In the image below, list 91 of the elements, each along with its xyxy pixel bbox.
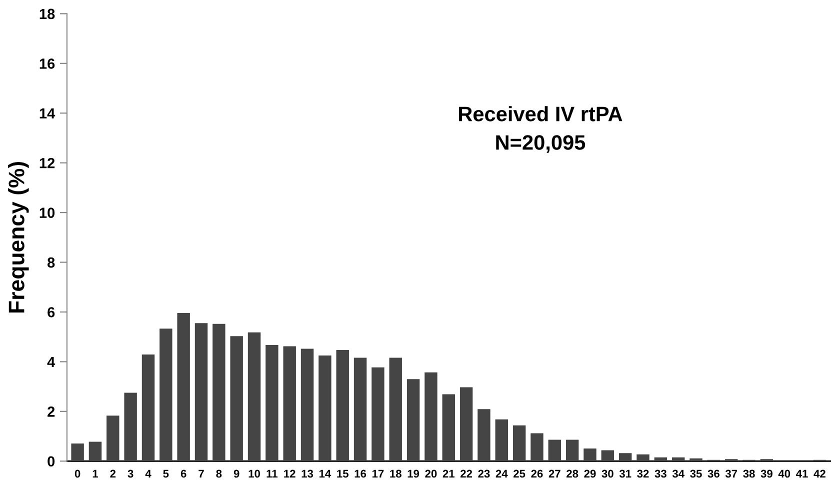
bar bbox=[406, 379, 420, 462]
bar bbox=[548, 440, 562, 462]
y-tick-label: 10 bbox=[40, 208, 55, 218]
x-tick-label: 12 bbox=[284, 470, 296, 478]
bar bbox=[160, 328, 172, 462]
bar bbox=[512, 425, 526, 462]
bar bbox=[106, 416, 120, 462]
bar bbox=[177, 312, 190, 462]
y-tick-label: 18 bbox=[40, 8, 55, 20]
bar bbox=[336, 350, 349, 462]
annotation: Received IV rtPA N=20,095 bbox=[459, 106, 622, 153]
x-tick-label: 25 bbox=[514, 470, 526, 478]
bar bbox=[601, 450, 614, 462]
bar bbox=[300, 348, 314, 462]
x-tick-label: 17 bbox=[372, 470, 384, 478]
x-tick-label: 34 bbox=[672, 470, 684, 478]
x-tick-label: 22 bbox=[460, 470, 472, 478]
x-tick-label: 30 bbox=[602, 470, 614, 478]
y-tick-label: 2 bbox=[48, 406, 55, 417]
x-tick-label: 26 bbox=[531, 470, 543, 478]
x-tick-label: 6 bbox=[180, 470, 186, 478]
x-tick-label: 4 bbox=[145, 470, 152, 478]
y-tick-label: 4 bbox=[47, 356, 56, 367]
x-tick-label: 42 bbox=[814, 470, 826, 478]
x-tick-label: 38 bbox=[743, 470, 755, 478]
bar bbox=[230, 336, 243, 462]
bar bbox=[478, 409, 490, 462]
y-tick-label: 0 bbox=[48, 456, 55, 467]
x-tick-label: 28 bbox=[566, 470, 578, 478]
x-tick-label: 33 bbox=[654, 470, 666, 478]
bar bbox=[194, 323, 208, 462]
x-tick-label: 3 bbox=[128, 470, 134, 478]
y-tick-label: 16 bbox=[40, 58, 55, 69]
bar bbox=[654, 457, 668, 462]
bar bbox=[672, 457, 685, 462]
bar bbox=[248, 332, 261, 462]
x-tick-label: 14 bbox=[319, 470, 332, 478]
y-tick-label: 6 bbox=[48, 307, 55, 318]
x-tick-label: 39 bbox=[760, 470, 772, 478]
x-tick-label: 37 bbox=[725, 470, 738, 478]
bar bbox=[690, 458, 702, 462]
x-tick-label: 40 bbox=[778, 470, 790, 478]
bar bbox=[442, 394, 455, 462]
x-tick-label: 36 bbox=[708, 470, 720, 478]
bar bbox=[212, 324, 226, 462]
bar bbox=[71, 443, 84, 462]
bar bbox=[566, 440, 579, 462]
bar bbox=[372, 367, 384, 462]
x-tick-label: 23 bbox=[478, 470, 490, 478]
bar bbox=[389, 358, 402, 462]
x-tick-label: 15 bbox=[337, 470, 348, 478]
x-tick-label: 32 bbox=[637, 470, 649, 478]
x-tick-label: 21 bbox=[442, 470, 454, 478]
x-tick-label: 16 bbox=[354, 470, 366, 478]
bar bbox=[318, 355, 332, 462]
bar bbox=[142, 354, 155, 462]
x-tick-label: 9 bbox=[234, 470, 240, 478]
x-tick-label: 27 bbox=[548, 470, 560, 478]
bar bbox=[636, 454, 650, 462]
x-tick-label: 13 bbox=[302, 470, 314, 478]
bar bbox=[618, 453, 632, 462]
bar bbox=[354, 358, 367, 462]
x-tick-label: 0 bbox=[74, 470, 80, 478]
x-tick-label: 20 bbox=[425, 470, 437, 478]
bar bbox=[124, 392, 137, 462]
y-tick-label: 12 bbox=[40, 158, 55, 168]
x-tick-label: 2 bbox=[110, 470, 116, 478]
bar bbox=[495, 419, 508, 462]
x-tick-label: 8 bbox=[216, 470, 222, 478]
bar bbox=[283, 346, 296, 462]
x-tick-label: 35 bbox=[690, 470, 702, 478]
x-tick-label: 5 bbox=[163, 470, 169, 478]
bar bbox=[266, 345, 278, 462]
x-tick-label: 7 bbox=[198, 470, 204, 478]
bar bbox=[460, 387, 473, 462]
bar bbox=[584, 448, 596, 462]
y-tick-label: 14 bbox=[40, 108, 56, 118]
bar bbox=[424, 372, 438, 462]
x-tick-label: 1 bbox=[92, 470, 98, 478]
bar bbox=[530, 433, 544, 462]
x-tick-label: 11 bbox=[266, 470, 278, 478]
x-tick-label: 19 bbox=[408, 470, 420, 478]
x-tick-label: 24 bbox=[496, 470, 508, 478]
x-tick-label: 31 bbox=[619, 470, 632, 478]
y-axis-title: Frequency (%) bbox=[8, 162, 29, 312]
x-tick-label: 10 bbox=[248, 470, 260, 478]
x-tick-label: 18 bbox=[390, 470, 402, 478]
x-tick-label: 41 bbox=[796, 470, 808, 478]
bar bbox=[88, 442, 102, 462]
y-tick-label: 8 bbox=[48, 257, 55, 268]
x-tick-label: 29 bbox=[584, 470, 596, 478]
